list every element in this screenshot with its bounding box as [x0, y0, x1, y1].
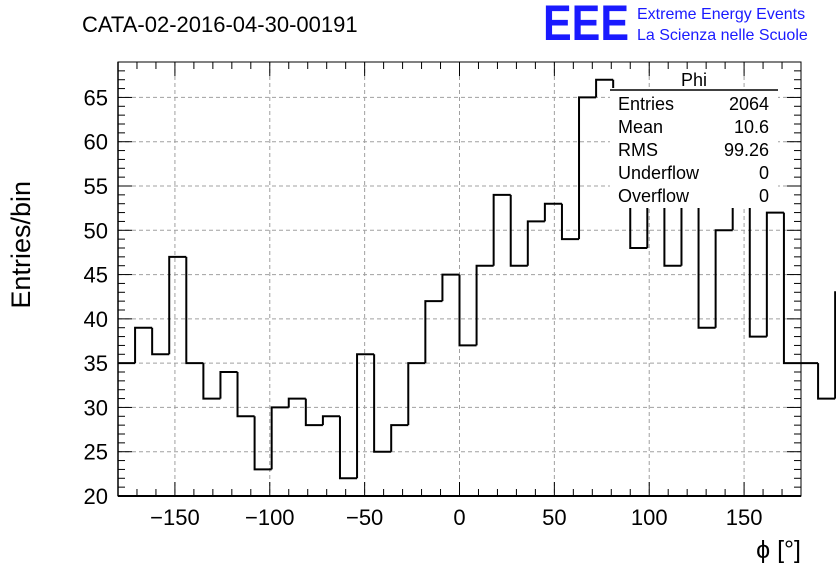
- grid-lines: [118, 62, 801, 496]
- y-tick-label: 65: [84, 85, 108, 110]
- y-tick-label: 30: [84, 395, 108, 420]
- histogram-bin: [834, 291, 836, 399]
- stats-label-rms: RMS: [618, 140, 658, 160]
- eee-logo: EEE Extreme Energy Events La Scienza nel…: [543, 0, 808, 51]
- x-tick-label: 100: [631, 505, 668, 530]
- stats-value-mean: 10.6: [734, 117, 769, 137]
- histogram-bin: [236, 372, 255, 418]
- histogram-bin: [321, 415, 340, 426]
- chart-title: CATA-02-2016-04-30-00191: [82, 12, 358, 37]
- y-tick-label: 60: [84, 130, 108, 155]
- histogram-bin: [492, 193, 511, 266]
- stats-value-entries: 2064: [729, 94, 769, 114]
- histogram-bin: [578, 96, 597, 240]
- stats-box-title: Phi: [681, 70, 707, 90]
- histogram-bin: [134, 326, 153, 364]
- x-tick-label: −50: [346, 505, 383, 530]
- histogram-bin: [560, 203, 580, 241]
- histogram-bin: [509, 194, 528, 267]
- x-tick-label: 150: [726, 505, 763, 530]
- x-tick-label: −100: [245, 505, 295, 530]
- x-tick-label: 0: [453, 505, 465, 530]
- histogram-bin: [526, 220, 545, 266]
- histogram-bin: [817, 363, 836, 400]
- stats-box: Phi Entries 2064 Mean 10.6 RMS 99.26 Und…: [610, 70, 778, 208]
- logo-mark: EEE: [543, 0, 629, 51]
- plot-axes: [117, 61, 802, 497]
- histogram-bin: [219, 371, 238, 399]
- y-tick-label: 50: [84, 218, 108, 243]
- logo-line-1: Extreme Energy Events: [637, 6, 805, 23]
- x-tick-label: −150: [150, 505, 200, 530]
- histogram-bin: [338, 416, 358, 480]
- y-tick-label: 25: [84, 440, 108, 465]
- histogram-bin: [168, 255, 187, 355]
- histogram-bin: [185, 256, 204, 365]
- stats-label-overflow: Overflow: [618, 186, 690, 206]
- histogram-bin: [373, 354, 392, 453]
- y-tick-label: 45: [84, 263, 108, 288]
- histogram-bin: [287, 397, 306, 408]
- histogram-bin: [304, 398, 323, 427]
- histogram-bin: [765, 211, 784, 337]
- y-axis-label: Entries/bin: [6, 181, 36, 309]
- stats-label-entries: Entries: [618, 94, 674, 114]
- histogram-bin: [202, 363, 221, 400]
- histogram-bin: [390, 424, 409, 452]
- stats-value-overflow: 0: [759, 186, 769, 206]
- histogram-bin: [475, 264, 494, 346]
- tick-labels: −150 −100 −50 0 50 100 150 20 25 30 35 40 45 50 55 60 65: [84, 85, 763, 530]
- histogram-bin: [441, 273, 460, 302]
- histogram-bin: [151, 327, 170, 356]
- x-axis-label: ϕ [°]: [756, 536, 801, 564]
- stats-box-background: [610, 88, 778, 208]
- y-tick-label: 40: [84, 307, 108, 332]
- stats-label-underflow: Underflow: [618, 163, 700, 183]
- stats-label-mean: Mean: [618, 117, 663, 137]
- histogram-bin: [407, 362, 426, 426]
- stats-value-rms: 99.26: [724, 140, 769, 160]
- histogram-bin: [424, 300, 443, 364]
- logo-line-2: La Scienza nelle Scuole: [637, 27, 808, 44]
- histogram-bin: [458, 274, 477, 347]
- histogram-bin: [714, 229, 733, 328]
- histogram-bin: [253, 416, 272, 471]
- y-tick-label: 20: [84, 484, 108, 509]
- y-tick-label: 55: [84, 174, 108, 199]
- histogram-bin: [595, 78, 614, 98]
- x-tick-label: 50: [542, 505, 566, 530]
- histogram-bin: [270, 406, 289, 470]
- histogram-bin: [356, 353, 375, 479]
- stats-value-underflow: 0: [759, 163, 769, 183]
- histogram-bin: [697, 194, 716, 329]
- y-tick-label: 35: [84, 351, 108, 376]
- histogram-bin: [543, 202, 562, 222]
